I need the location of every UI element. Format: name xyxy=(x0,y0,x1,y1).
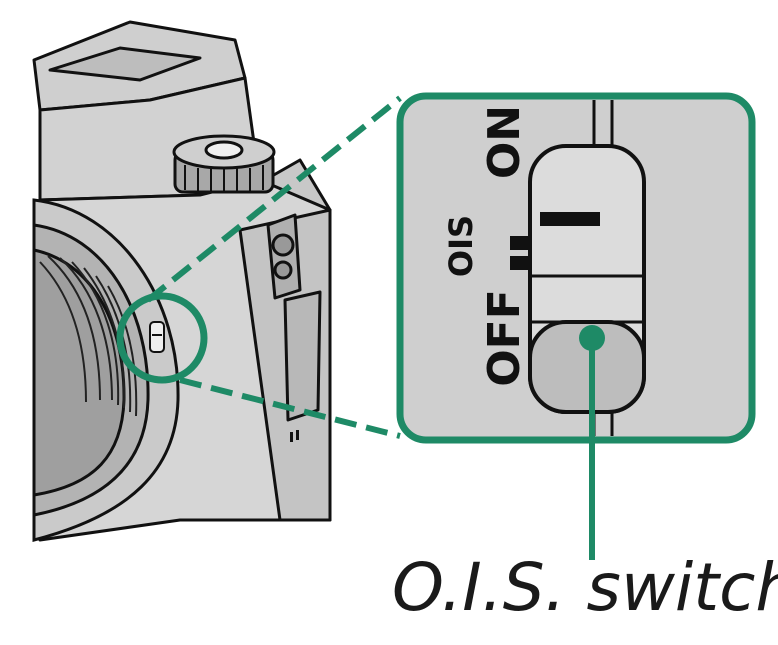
switch-labels: OFF OIS ON xyxy=(442,105,530,387)
command-dial-icon xyxy=(172,134,276,194)
lens-barrel-illustration xyxy=(32,198,180,542)
label-off: OFF xyxy=(479,289,530,387)
switch-position-marks xyxy=(510,212,600,270)
label-on: ON xyxy=(479,105,530,179)
callout-lines xyxy=(146,95,402,439)
on-mark xyxy=(540,212,600,226)
label-ois: OIS xyxy=(442,215,480,277)
ois-switch xyxy=(528,144,646,414)
caption-ois-switch: O.I.S. switch xyxy=(392,549,778,626)
off-mark-lower xyxy=(510,256,532,270)
callout-circle xyxy=(116,292,208,384)
pointer-leader xyxy=(579,325,605,560)
off-mark-upper xyxy=(510,236,532,250)
